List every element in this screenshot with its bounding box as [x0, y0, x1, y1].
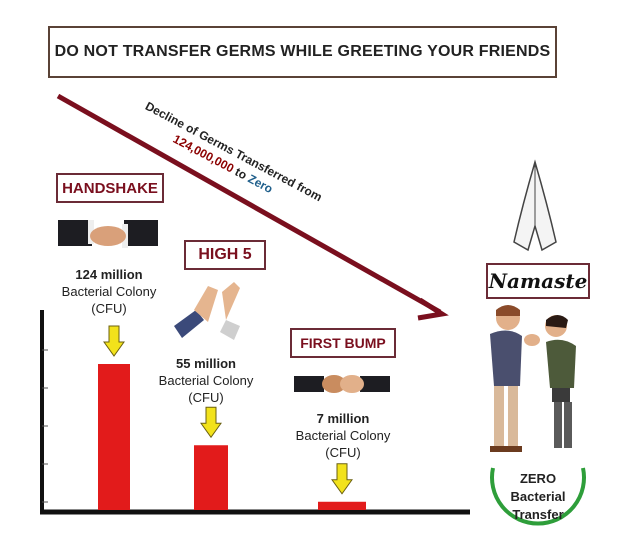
- banner-title: DO NOT TRANSFER GERMS WHILE GREETING YOU…: [48, 26, 557, 78]
- label-namaste: Namaste: [486, 263, 590, 299]
- pointer-arrow-2: [331, 463, 353, 495]
- namaste-people-icon: [490, 305, 576, 452]
- decline-trend-arrow: [56, 93, 442, 315]
- zero-transfer-text: ZERO Bacterial Transfer: [510, 471, 566, 522]
- value-fist-bump: 7 million Bacterial Colony (CFU): [295, 411, 391, 460]
- decline-trend-arrowhead: [417, 297, 449, 321]
- zero-transfer-circle: [490, 467, 586, 526]
- praying-hands-icon: [513, 159, 557, 252]
- pointer-arrow-1: [200, 406, 222, 439]
- y-axis-ticks: [42, 349, 48, 503]
- pointer-arrows: [103, 325, 353, 495]
- handshake-icon: [58, 220, 158, 248]
- value-high5: 55 million Bacterial Colony (CFU): [158, 356, 254, 405]
- value-handshake: 124 million Bacterial Colony (CFU): [61, 267, 157, 316]
- pointer-arrow-0: [103, 325, 125, 357]
- bar-first-bump: [318, 501, 366, 510]
- label-high5: HIGH 5: [184, 240, 266, 270]
- bar-group: [98, 364, 366, 510]
- high-five-icon: [174, 282, 240, 340]
- fist-bump-icon: [294, 375, 390, 393]
- label-handshake: HANDSHAKE: [56, 173, 164, 203]
- bar-high-5: [194, 445, 228, 510]
- bar-handshake: [98, 364, 130, 510]
- label-fist-bump: FIRST BUMP: [290, 328, 396, 358]
